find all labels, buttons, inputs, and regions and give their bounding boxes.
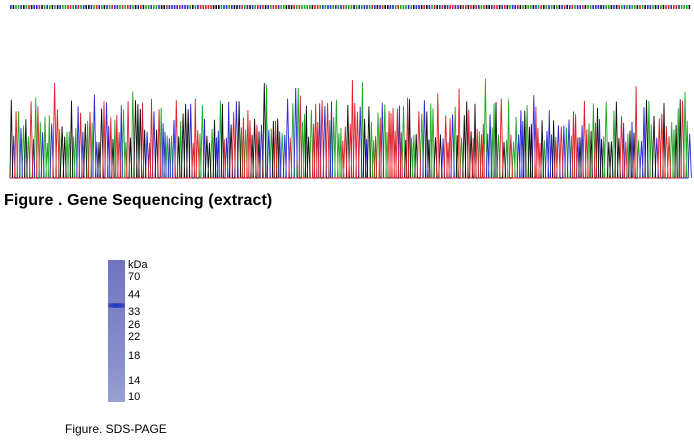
marker-label: 14 [128,375,141,387]
gene-sequencing-caption: Figure . Gene Sequencing (extract) [4,192,273,209]
trace-t [10,79,685,179]
kda-unit-label: kDa [128,259,148,271]
marker-label: 33 [128,306,141,318]
marker-label: 70 [128,271,141,283]
marker-label: 10 [128,391,141,403]
sds-page-figure: kDa 70 44 33 26 22 18 14 10 Figure. SDS-… [0,250,694,441]
chromatogram-trace [9,5,692,179]
sds-page-caption: Figure. SDS-PAGE [65,422,167,436]
base-call-strip [10,5,691,9]
marker-label: 26 [128,319,141,331]
gene-sequencing-chromatogram [0,0,694,185]
gel-lane [108,260,125,402]
marker-label: 22 [128,331,141,343]
protein-band [108,303,125,308]
marker-label: 44 [128,289,141,301]
marker-label: 18 [128,350,141,362]
